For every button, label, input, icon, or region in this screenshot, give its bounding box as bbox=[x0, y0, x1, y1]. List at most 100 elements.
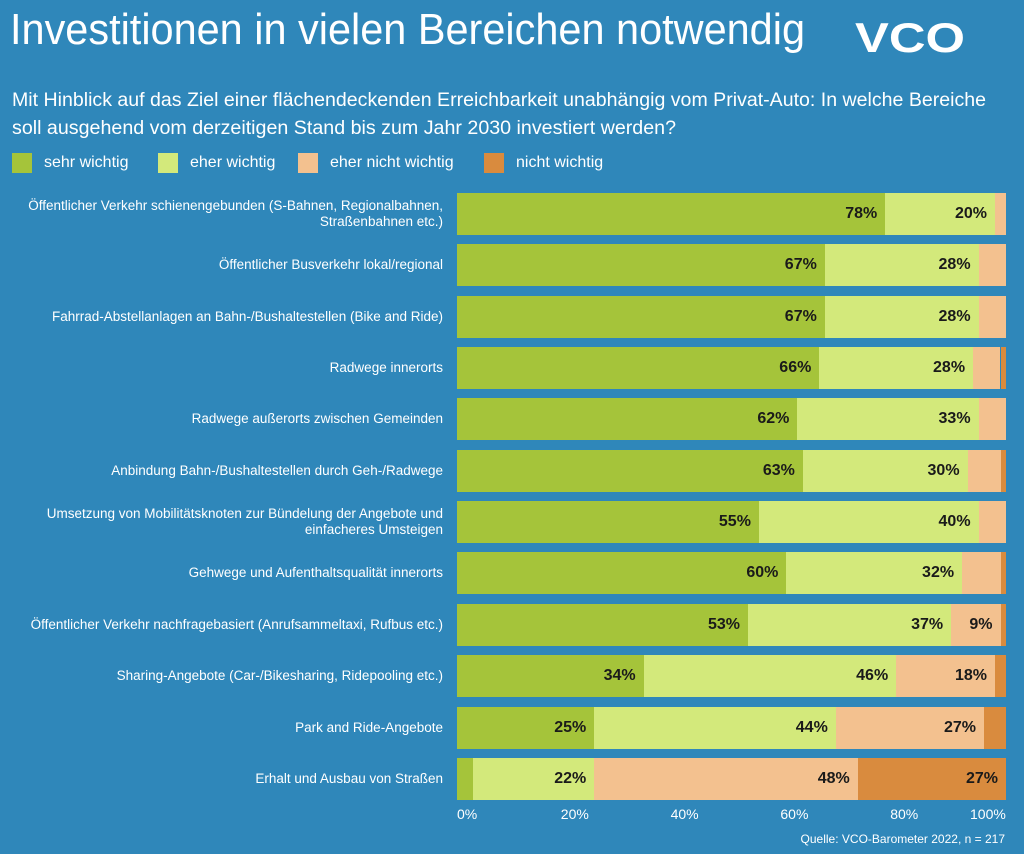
data-label: 46% bbox=[856, 667, 889, 685]
subtitle: soll ausgehend vom derzeitigen Stand bis… bbox=[12, 118, 676, 139]
bar-segment bbox=[457, 347, 820, 390]
legend-swatch bbox=[12, 153, 32, 173]
legend-swatch bbox=[298, 153, 318, 173]
category-label: Park and Ride-Angebote bbox=[295, 719, 443, 735]
data-label: 67% bbox=[784, 256, 817, 274]
category-label: Öffentlicher Verkehr nachfragebasiert (A… bbox=[30, 616, 443, 632]
legend-label: eher wichtig bbox=[190, 154, 276, 171]
data-label: 28% bbox=[938, 307, 971, 325]
data-label: 53% bbox=[707, 615, 740, 633]
category-label: Anbindung Bahn-/Bushaltestellen durch Ge… bbox=[111, 462, 443, 478]
bar-segment bbox=[457, 757, 474, 800]
bar-segment bbox=[857, 757, 1006, 800]
data-label: 62% bbox=[757, 410, 790, 428]
category-label: Öffentlicher Verkehr schienengebunden (S… bbox=[28, 198, 443, 229]
logo: VCO bbox=[855, 14, 965, 61]
bar-segment bbox=[962, 552, 1001, 595]
category-label: Radwege innerorts bbox=[329, 360, 443, 376]
category-label: Radwege außerorts zwischen Gemeinden bbox=[191, 411, 443, 427]
data-label: 55% bbox=[718, 513, 751, 531]
bar-segment bbox=[797, 398, 979, 441]
bar-segment bbox=[457, 449, 803, 492]
data-label: 9% bbox=[969, 615, 993, 633]
data-label: 66% bbox=[779, 359, 812, 377]
data-label: 25% bbox=[554, 718, 587, 736]
subtitle: Mit Hinblick auf das Ziel einer flächend… bbox=[12, 90, 986, 111]
bar-segment bbox=[457, 655, 644, 698]
data-label: 48% bbox=[817, 769, 850, 787]
category-label: Öffentlicher Busverkehr lokal/regional bbox=[218, 257, 443, 273]
data-label: 78% bbox=[845, 205, 878, 222]
bar-segment bbox=[594, 757, 858, 800]
data-label: 34% bbox=[603, 667, 636, 685]
bar-segment bbox=[1000, 347, 1006, 390]
x-tick-label: 20% bbox=[560, 806, 589, 822]
data-label: 44% bbox=[795, 718, 828, 736]
bar-segment bbox=[1000, 603, 1006, 646]
legend-label: sehr wichtig bbox=[44, 154, 129, 171]
data-label: 40% bbox=[938, 513, 971, 531]
bar-segment bbox=[643, 655, 897, 698]
source: Quelle: VCO-Barometer 2022, n = 217 bbox=[800, 832, 1005, 846]
bar-segment bbox=[973, 347, 1001, 390]
bar-segment bbox=[758, 501, 979, 544]
legend-label: nicht wichtig bbox=[516, 154, 604, 171]
bar-segment bbox=[984, 706, 1006, 749]
bar-segment bbox=[457, 706, 595, 749]
category-label: Erhalt und Ausbau von Straßen bbox=[255, 770, 443, 786]
category-label: Gehwege und Aufenthaltsqualität innerort… bbox=[188, 565, 443, 581]
bar-segment bbox=[594, 706, 836, 749]
bar-segment bbox=[819, 347, 974, 390]
x-tick-label: 0% bbox=[457, 806, 478, 822]
category-label: Sharing-Angebote (Car-/Bikesharing, Ride… bbox=[116, 668, 443, 684]
data-label: 32% bbox=[922, 564, 955, 582]
bar-segment bbox=[457, 398, 798, 441]
x-tick-label: 80% bbox=[890, 806, 919, 822]
bar-segment bbox=[995, 193, 1006, 235]
data-label: 60% bbox=[746, 564, 779, 582]
data-label: 18% bbox=[954, 667, 988, 685]
chart-title: Investitionen in vielen Bereichen notwen… bbox=[10, 5, 805, 54]
bar-segment bbox=[995, 655, 1006, 698]
header: Investitionen in vielen Bereichen notwen… bbox=[10, 5, 986, 139]
category-label: Fahrrad-Abstellanlagen an Bahn-/Bushalte… bbox=[52, 308, 443, 324]
bar-segment bbox=[896, 655, 995, 698]
legend-swatch bbox=[158, 153, 178, 173]
bar-segment bbox=[978, 244, 1006, 287]
bar-segment bbox=[1000, 552, 1006, 595]
data-label: 28% bbox=[938, 256, 971, 274]
bar-segment bbox=[1000, 449, 1006, 492]
bar-segment bbox=[885, 193, 996, 235]
bar-segment bbox=[802, 449, 968, 492]
bar-segment bbox=[457, 552, 787, 595]
bar-segment bbox=[457, 295, 825, 338]
bar-segment bbox=[835, 706, 985, 749]
bar-segment bbox=[457, 501, 759, 544]
bar-segment bbox=[747, 603, 952, 646]
bar-segment bbox=[824, 244, 979, 287]
data-label: 22% bbox=[554, 769, 587, 787]
data-label: 20% bbox=[954, 205, 988, 222]
x-tick-label: 100% bbox=[970, 806, 1006, 822]
data-label: 30% bbox=[927, 461, 960, 479]
bar-segment bbox=[951, 603, 1001, 646]
bar-segment bbox=[978, 398, 1006, 441]
data-label: 67% bbox=[784, 307, 817, 325]
x-tick-label: 60% bbox=[780, 806, 809, 822]
bar-segment bbox=[978, 501, 1006, 544]
x-tick-label: 40% bbox=[670, 806, 699, 822]
bar-segment bbox=[457, 244, 825, 287]
bar-segment bbox=[786, 552, 963, 595]
data-label: 28% bbox=[933, 359, 966, 377]
data-label: 37% bbox=[911, 615, 944, 633]
bar-segment bbox=[967, 449, 1001, 492]
category-label: Umsetzung von Mobilitätsknoten zur Bünde… bbox=[46, 506, 443, 538]
bar-segment bbox=[457, 603, 748, 646]
data-label: 33% bbox=[938, 410, 971, 428]
data-label: 27% bbox=[965, 769, 998, 787]
bar-segment bbox=[824, 295, 979, 338]
legend-swatch bbox=[484, 153, 504, 173]
data-label: 27% bbox=[944, 718, 977, 736]
bar-segment bbox=[978, 295, 1006, 338]
